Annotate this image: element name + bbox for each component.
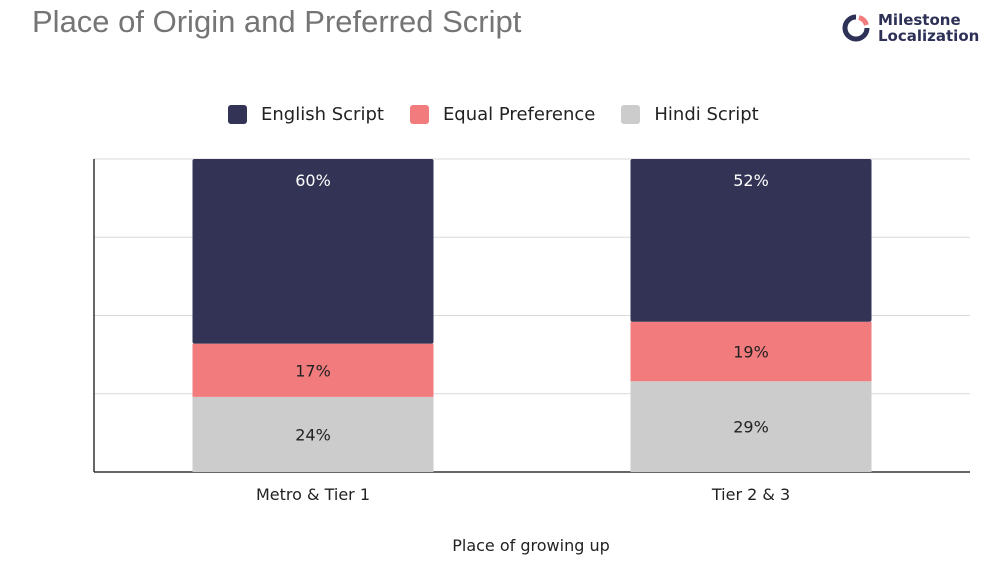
x-tick-label: Tier 2 & 3 <box>711 485 790 504</box>
bar-segment <box>192 396 434 472</box>
legend-item: Hindi Script <box>621 104 759 125</box>
logo-line-2: Localization <box>878 27 980 45</box>
bar-segment <box>192 159 434 344</box>
data-label: 19% <box>733 342 769 361</box>
bar-segment <box>630 159 872 322</box>
logo-line-1: Milestone <box>878 11 961 29</box>
data-label: 60% <box>295 171 331 190</box>
bar-segment <box>630 381 872 472</box>
data-label: 17% <box>295 361 331 380</box>
legend-swatch <box>621 105 641 124</box>
company-logo: Milestone Localization <box>842 12 979 44</box>
legend-swatch <box>228 105 247 124</box>
legend-item: Equal Preference <box>409 104 596 125</box>
data-label: 29% <box>733 418 769 437</box>
legend-label: Equal Preference <box>442 104 596 125</box>
chart-legend: English Script Equal Preference Hindi Scri… <box>228 104 785 125</box>
legend-label: English Script <box>261 104 384 125</box>
legend-label: Hindi Script <box>654 104 759 125</box>
x-axis-title: Place of growing up <box>452 536 610 555</box>
logo-icon <box>842 14 870 42</box>
bar-segment <box>192 343 434 397</box>
data-label: 52% <box>733 171 769 190</box>
chart-title: Place of Origin and Preferred Script <box>32 4 522 39</box>
data-label: 24% <box>295 425 331 444</box>
x-tick-label: Metro & Tier 1 <box>256 485 370 504</box>
logo-text: Milestone Localization <box>878 12 979 44</box>
legend-swatch <box>409 105 429 124</box>
bar-segment <box>630 321 872 382</box>
legend-item: English Script <box>228 104 384 125</box>
